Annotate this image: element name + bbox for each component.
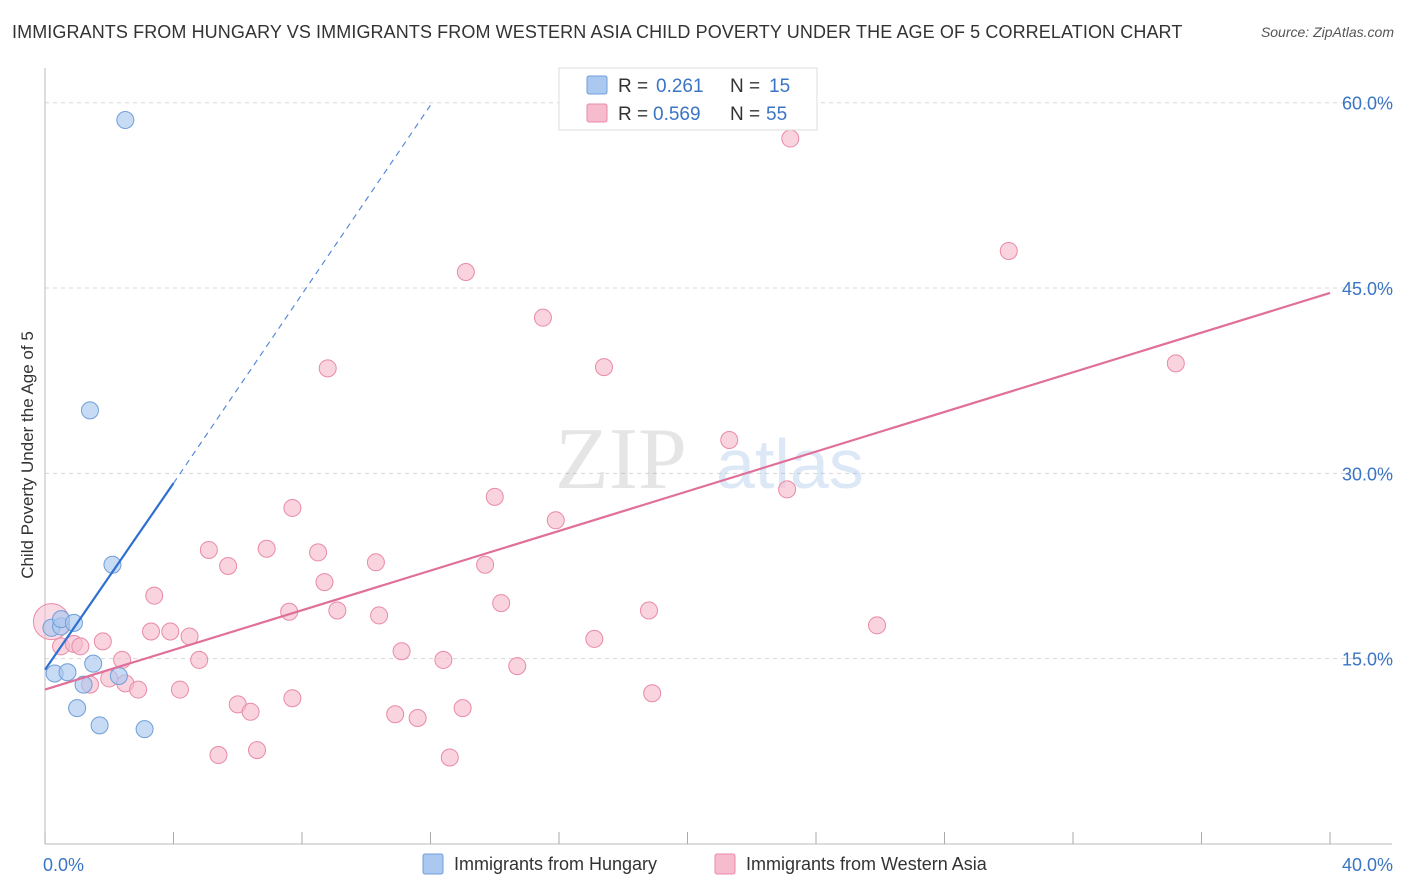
hungary-point <box>80 401 99 420</box>
wasia-point <box>93 632 112 651</box>
wasia-point <box>1166 354 1185 373</box>
hungary-point <box>84 654 103 673</box>
chart-title: IMMIGRANTS FROM HUNGARY VS IMMIGRANTS FR… <box>12 22 1183 42</box>
wasia-point <box>219 557 238 576</box>
wasia-point <box>283 498 302 517</box>
wasia-point <box>533 308 552 327</box>
wasia-point <box>720 430 739 449</box>
y-axis-label: Child Poverty Under the Age of 5 <box>18 331 37 579</box>
wasia-point <box>781 129 800 148</box>
wasia-point <box>434 650 453 669</box>
wasia-point <box>868 616 887 635</box>
legend-swatch-hungary <box>586 75 608 95</box>
wasia-point <box>643 684 662 703</box>
wasia-point <box>315 573 334 592</box>
legend-r-value-hungary: 0.261 <box>656 76 704 97</box>
y-tick-label: 60.0% <box>1342 94 1393 114</box>
series-legend-swatch-wasia <box>714 853 736 875</box>
y-tick-label: 15.0% <box>1342 650 1393 670</box>
legend-swatch-wasia <box>586 103 608 123</box>
wasia-point <box>456 262 475 281</box>
y-tick-label: 45.0% <box>1342 279 1393 299</box>
hungary-point <box>68 699 87 718</box>
wasia-point <box>392 642 411 661</box>
wasia-point <box>639 601 658 620</box>
legend-n-value-wasia: 55 <box>766 104 787 125</box>
x-tick-label: 0.0% <box>43 855 84 875</box>
wasia-point <box>161 622 180 641</box>
legend-n-value-hungary: 15 <box>769 76 790 97</box>
wasia-point <box>485 487 504 506</box>
wasia-point <box>508 657 527 676</box>
x-tick-label: 40.0% <box>1342 855 1393 875</box>
watermark-zip: ZIP <box>555 411 687 508</box>
wasia-point <box>778 480 797 499</box>
correlation-legend: R = 0.261 N = 15 R = 0.569 N = 55 <box>558 67 818 131</box>
hungary-point <box>64 613 83 632</box>
wasia-point <box>309 543 328 562</box>
hungary-trend-line <box>44 482 175 671</box>
wasia-point <box>248 741 267 760</box>
source-label: Source: ZipAtlas.com <box>1260 24 1394 40</box>
hungary-point <box>90 716 109 735</box>
wasia-point <box>492 594 511 613</box>
wasia-point <box>283 689 302 708</box>
wasia-point <box>999 241 1018 260</box>
wasia-point <box>408 708 427 727</box>
series-legend-swatch-hungary <box>422 853 444 875</box>
hungary-point <box>135 720 154 739</box>
gridlines <box>45 102 1392 660</box>
wasia-point <box>386 705 405 724</box>
wasia-point <box>71 637 90 656</box>
wasia-point <box>546 511 565 530</box>
hungary-point <box>58 663 77 682</box>
wasia-point <box>476 555 495 574</box>
wasia-point <box>257 539 276 558</box>
hungary-point <box>74 675 93 694</box>
legend-r-label-hungary: R = <box>618 76 648 97</box>
wasia-point <box>241 702 260 721</box>
series-legend-wasia: Immigrants from Western Asia <box>746 854 988 874</box>
wasia-point <box>370 606 389 625</box>
wasia-point <box>142 622 161 641</box>
y-tick-label: 30.0% <box>1342 464 1393 484</box>
x-tick-labels: 0.0% 40.0% <box>43 855 1393 875</box>
wasia-trend-line <box>44 291 1331 691</box>
wasia-point <box>129 680 148 699</box>
data-points <box>32 111 1185 767</box>
wasia-point <box>145 586 164 605</box>
wasia-point <box>594 358 613 377</box>
legend-n-label-wasia: N = <box>730 104 760 125</box>
watermark: ZIP atlas <box>555 411 864 508</box>
series-legend: Immigrants from Hungary Immigrants from … <box>422 853 988 875</box>
wasia-point <box>209 746 228 765</box>
trend-lines <box>44 104 1331 691</box>
wasia-point <box>328 601 347 620</box>
wasia-point <box>318 359 337 378</box>
wasia-point <box>190 650 209 669</box>
wasia-point <box>199 540 218 559</box>
wasia-point <box>366 553 385 572</box>
hungary-trend-extension <box>173 104 431 484</box>
hungary-point <box>116 111 135 130</box>
wasia-point <box>170 680 189 699</box>
wasia-point <box>453 699 472 718</box>
wasia-point <box>440 748 459 767</box>
y-tick-labels: 15.0% 30.0% 45.0% 60.0% <box>1342 94 1393 670</box>
legend-r-label-wasia: R = <box>618 104 648 125</box>
hungary-point <box>109 666 128 685</box>
axes <box>44 68 1392 845</box>
wasia-point <box>585 629 604 648</box>
legend-n-label-hungary: N = <box>730 76 760 97</box>
legend-r-value-wasia: 0.569 <box>653 104 701 125</box>
series-legend-hungary: Immigrants from Hungary <box>454 854 657 874</box>
